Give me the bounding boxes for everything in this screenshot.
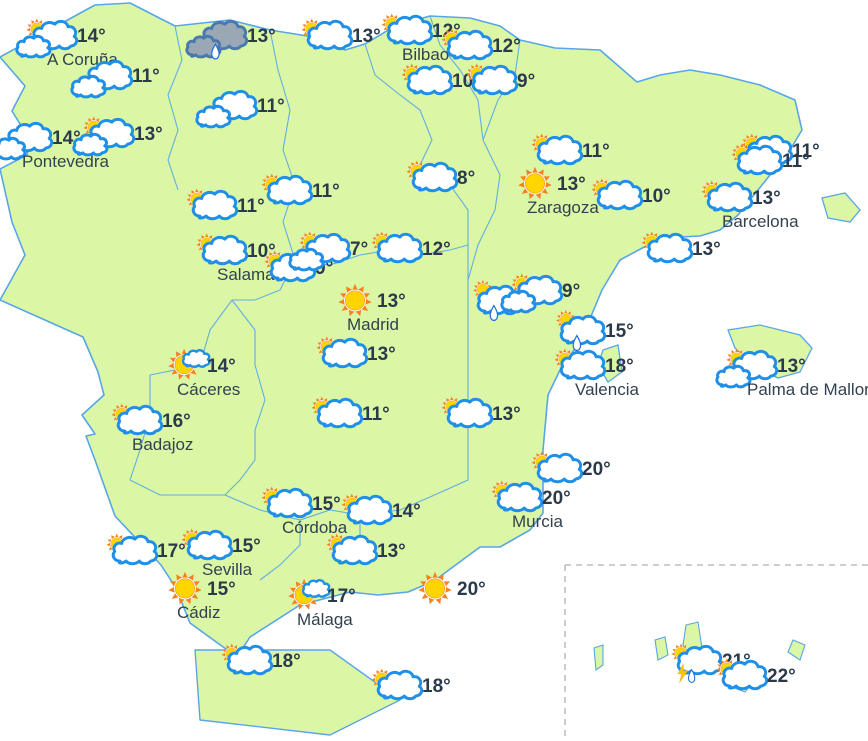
svg-text:Valencia: Valencia	[575, 380, 639, 399]
svg-text:Zaragoza: Zaragoza	[527, 198, 599, 217]
svg-text:17°: 17°	[157, 541, 186, 562]
svg-text:22°: 22°	[767, 666, 796, 687]
svg-text:18°: 18°	[605, 356, 634, 377]
svg-text:Badajoz: Badajoz	[132, 435, 193, 454]
svg-text:14°: 14°	[207, 356, 236, 377]
svg-text:12°: 12°	[492, 36, 521, 57]
svg-text:11°: 11°	[237, 196, 265, 217]
svg-text:13°: 13°	[377, 541, 406, 562]
svg-text:13°: 13°	[247, 26, 276, 47]
svg-text:11°: 11°	[132, 66, 160, 87]
svg-text:13°: 13°	[377, 291, 406, 312]
svg-text:Barcelona: Barcelona	[722, 212, 799, 231]
svg-text:13°: 13°	[134, 124, 163, 145]
svg-text:9°: 9°	[517, 71, 535, 92]
svg-text:Cáceres: Cáceres	[177, 380, 240, 399]
svg-text:Málaga: Málaga	[297, 610, 353, 629]
svg-text:11°: 11°	[257, 96, 285, 117]
svg-text:9°: 9°	[562, 281, 580, 302]
svg-text:15°: 15°	[605, 321, 634, 342]
svg-text:Córdoba: Córdoba	[282, 518, 348, 537]
svg-text:Palma de Mallorca: Palma de Mallorca	[747, 380, 868, 399]
svg-text:13°: 13°	[367, 344, 396, 365]
svg-text:Sevilla: Sevilla	[202, 560, 253, 579]
svg-text:15°: 15°	[207, 579, 236, 600]
svg-text:20°: 20°	[457, 579, 486, 600]
svg-text:16°: 16°	[162, 411, 191, 432]
svg-text:Cádiz: Cádiz	[177, 603, 220, 622]
svg-text:15°: 15°	[312, 494, 341, 515]
svg-text:11°: 11°	[582, 141, 610, 162]
svg-text:Madrid: Madrid	[347, 315, 399, 334]
svg-text:11°: 11°	[312, 181, 340, 202]
svg-text:8°: 8°	[457, 168, 475, 189]
svg-text:10°: 10°	[642, 186, 671, 207]
svg-text:13°: 13°	[777, 356, 806, 377]
svg-text:Bilbao: Bilbao	[402, 45, 449, 64]
svg-text:20°: 20°	[542, 488, 571, 509]
svg-text:15°: 15°	[232, 536, 261, 557]
svg-text:Murcia: Murcia	[512, 512, 564, 531]
svg-text:7°: 7°	[350, 239, 368, 260]
svg-text:11°: 11°	[782, 151, 810, 172]
svg-text:18°: 18°	[272, 651, 301, 672]
svg-text:13°: 13°	[352, 26, 381, 47]
svg-text:14°: 14°	[77, 26, 106, 47]
svg-text:13°: 13°	[492, 404, 521, 425]
svg-text:13°: 13°	[752, 188, 781, 209]
svg-text:13°: 13°	[692, 239, 721, 260]
svg-text:14°: 14°	[392, 501, 421, 522]
svg-text:12°: 12°	[422, 239, 451, 260]
svg-text:17°: 17°	[327, 586, 356, 607]
svg-text:13°: 13°	[557, 174, 586, 195]
svg-text:20°: 20°	[582, 459, 611, 480]
svg-text:18°: 18°	[422, 676, 451, 697]
svg-text:11°: 11°	[362, 404, 390, 425]
